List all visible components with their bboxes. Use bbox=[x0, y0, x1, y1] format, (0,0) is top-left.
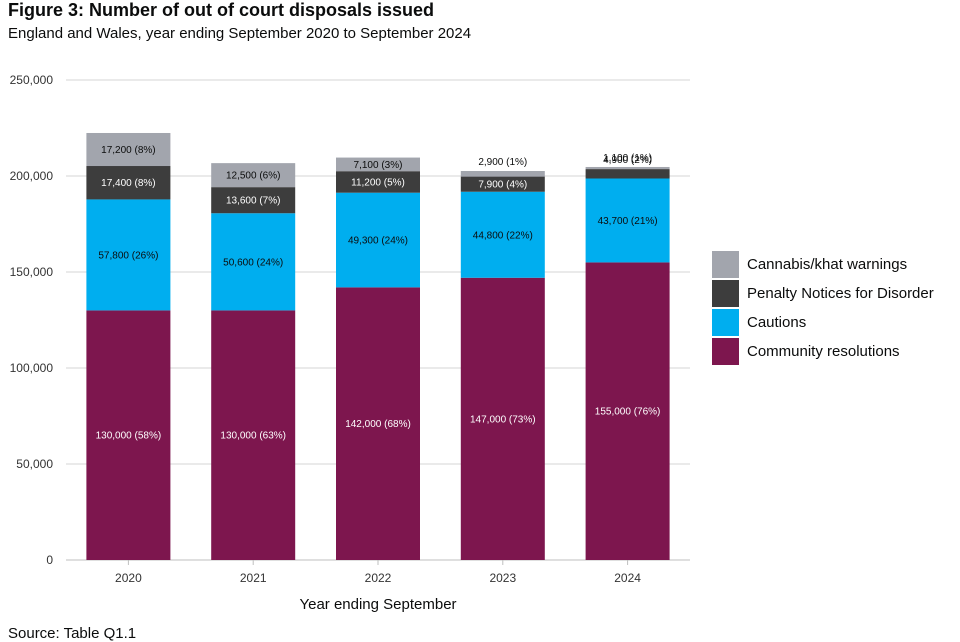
bar-segment bbox=[336, 157, 420, 172]
bar-segment bbox=[585, 166, 670, 170]
data-label: 43,700 (21%) bbox=[598, 216, 658, 227]
x-tick-label: 2021 bbox=[240, 571, 267, 585]
bar-segment bbox=[211, 310, 296, 560]
y-tick-label: 150,000 bbox=[10, 265, 54, 279]
bar-segment bbox=[336, 192, 420, 288]
legend-label: Cautions bbox=[747, 314, 807, 331]
data-label: 12,500 (6%) bbox=[226, 171, 280, 182]
bar-segment bbox=[86, 199, 171, 311]
data-label: 7,900 (4%) bbox=[478, 180, 527, 191]
x-tick-label: 2024 bbox=[614, 571, 641, 585]
x-tick-label: 2022 bbox=[365, 571, 392, 585]
data-label: 130,000 (63%) bbox=[220, 431, 286, 442]
chart-legend: Cannabis/khat warnings Penalty Notices fo… bbox=[712, 250, 934, 366]
y-tick-label: 200,000 bbox=[10, 169, 54, 183]
legend-swatch bbox=[712, 280, 739, 307]
data-label: 17,200 (8%) bbox=[101, 145, 155, 156]
bar-segment bbox=[336, 171, 420, 193]
bars: 130,000 (58%) 57,800 (26%) 17,400 (8%) 17,2… bbox=[86, 132, 670, 560]
x-tick-label: 2020 bbox=[115, 571, 142, 585]
data-label: 57,800 (26%) bbox=[98, 250, 158, 261]
bar-segment bbox=[86, 132, 171, 167]
bar-segment bbox=[336, 287, 420, 560]
bar-segment bbox=[211, 187, 296, 214]
source-note: Source: Table Q1.1 bbox=[8, 625, 137, 642]
data-label: 50,600 (24%) bbox=[223, 257, 283, 268]
y-tick-label: 0 bbox=[46, 553, 53, 567]
y-tick-label: 250,000 bbox=[10, 73, 54, 87]
legend-label: Cannabis/khat warnings bbox=[747, 256, 908, 273]
bar-segment bbox=[585, 178, 670, 263]
bar-segment bbox=[86, 166, 171, 200]
data-label: 130,000 (58%) bbox=[96, 431, 162, 442]
data-label: 147,000 (73%) bbox=[470, 414, 536, 425]
bar-segment bbox=[211, 213, 296, 311]
bar-segment bbox=[460, 171, 545, 177]
legend-swatch bbox=[712, 251, 739, 278]
y-tick-label: 50,000 bbox=[16, 457, 53, 471]
legend-item: Cannabis/khat warnings bbox=[712, 250, 934, 279]
legend-item: Cautions bbox=[712, 308, 934, 337]
chart-subtitle: England and Wales, year ending September… bbox=[8, 25, 472, 42]
bar-segment bbox=[86, 310, 171, 560]
data-label: 4,900 (2%) bbox=[603, 155, 652, 166]
bar-segment bbox=[211, 163, 296, 188]
legend-item: Penalty Notices for Disorder bbox=[712, 279, 934, 308]
data-label: 49,300 (24%) bbox=[348, 236, 408, 247]
bar-segment bbox=[460, 277, 545, 560]
data-label: 7,100 (3%) bbox=[354, 160, 403, 171]
data-label: 17,400 (8%) bbox=[101, 178, 155, 189]
data-label: 142,000 (68%) bbox=[345, 419, 411, 430]
bar-segment bbox=[585, 169, 670, 179]
x-tick-label: 2023 bbox=[489, 571, 516, 585]
legend-swatch bbox=[712, 338, 739, 365]
x-axis-label: Year ending September bbox=[299, 596, 456, 613]
bar-segment bbox=[585, 262, 670, 560]
data-label: 2,900 (1%) bbox=[478, 157, 527, 168]
legend-label: Penalty Notices for Disorder bbox=[747, 285, 934, 302]
data-label: 11,200 (5%) bbox=[351, 177, 405, 188]
bar-segment bbox=[460, 176, 545, 192]
bar-segment bbox=[460, 191, 545, 278]
chart-title: Figure 3: Number of out of court disposa… bbox=[8, 0, 435, 20]
data-label: 13,600 (7%) bbox=[226, 196, 280, 207]
legend-label: Community resolutions bbox=[747, 343, 900, 360]
x-axis: 2020 2021 2022 2023 2024 bbox=[115, 560, 641, 585]
data-label: 44,800 (22%) bbox=[473, 230, 533, 241]
y-tick-label: 100,000 bbox=[10, 361, 54, 375]
legend-swatch bbox=[712, 309, 739, 336]
data-label: 155,000 (76%) bbox=[595, 407, 661, 418]
data-label: 1,100 (1%) bbox=[603, 153, 652, 164]
y-axis: 0 50,000 100,000 150,000 200,000 250,000 bbox=[10, 73, 54, 567]
legend-item: Community resolutions bbox=[712, 337, 934, 366]
